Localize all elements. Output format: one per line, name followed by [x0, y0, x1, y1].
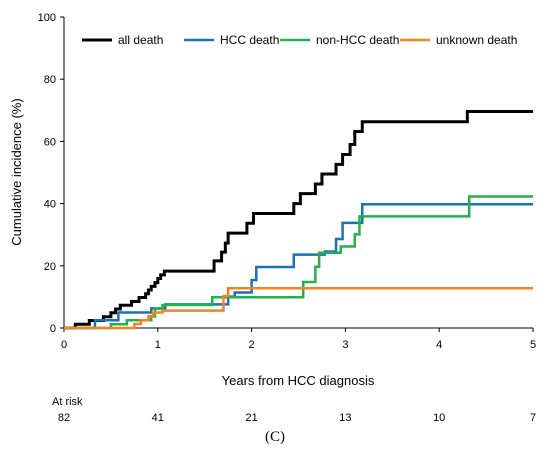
- legend-label-all-death: all death: [118, 33, 163, 47]
- at-risk-value: 41: [152, 412, 164, 424]
- x-tick-label: 5: [530, 339, 536, 351]
- at-risk-value: 13: [339, 412, 351, 424]
- at-risk-value: 21: [245, 412, 257, 424]
- series-line-all-death: [64, 110, 533, 330]
- series-lines: [64, 110, 533, 330]
- y-tick-label: 60: [44, 136, 56, 148]
- x-tick-label: 0: [61, 339, 67, 351]
- y-tick-label: 80: [44, 74, 56, 86]
- series-line-non-hcc-death: [64, 195, 533, 330]
- series-line-hcc-death: [64, 202, 533, 330]
- y-ticks: 0 20 40 60 80 100: [38, 12, 64, 335]
- x-axis-title: Years from HCC diagnosis: [222, 373, 375, 388]
- at-risk-values: 82 41 21 13 10 7: [58, 412, 536, 424]
- series-line-unknown-death: [64, 286, 533, 330]
- x-tick-label: 4: [436, 339, 442, 351]
- panel-label: (C): [265, 429, 285, 445]
- y-tick-label: 20: [44, 261, 56, 273]
- at-risk-label: At risk: [52, 396, 83, 408]
- y-tick-label: 0: [50, 323, 56, 335]
- legend: all death HCC death non-HCC death unknown d…: [82, 33, 517, 47]
- axes: [63, 17, 533, 329]
- legend-label-non-hcc-death: non-HCC death: [316, 33, 399, 47]
- at-risk-value: 82: [58, 412, 70, 424]
- x-tick-label: 1: [155, 339, 161, 351]
- y-tick-label: 40: [44, 199, 56, 211]
- y-tick-label: 100: [38, 12, 56, 24]
- legend-label-unknown-death: unknown death: [436, 33, 517, 47]
- at-risk-value: 10: [433, 412, 445, 424]
- legend-label-hcc-death: HCC death: [220, 33, 279, 47]
- at-risk-value: 7: [530, 412, 536, 424]
- x-tick-label: 2: [249, 339, 255, 351]
- y-axis-title: Cumulative incidence (%): [9, 98, 24, 245]
- x-ticks: 0 1 2 3 4 5: [61, 328, 536, 351]
- x-tick-label: 3: [342, 339, 348, 351]
